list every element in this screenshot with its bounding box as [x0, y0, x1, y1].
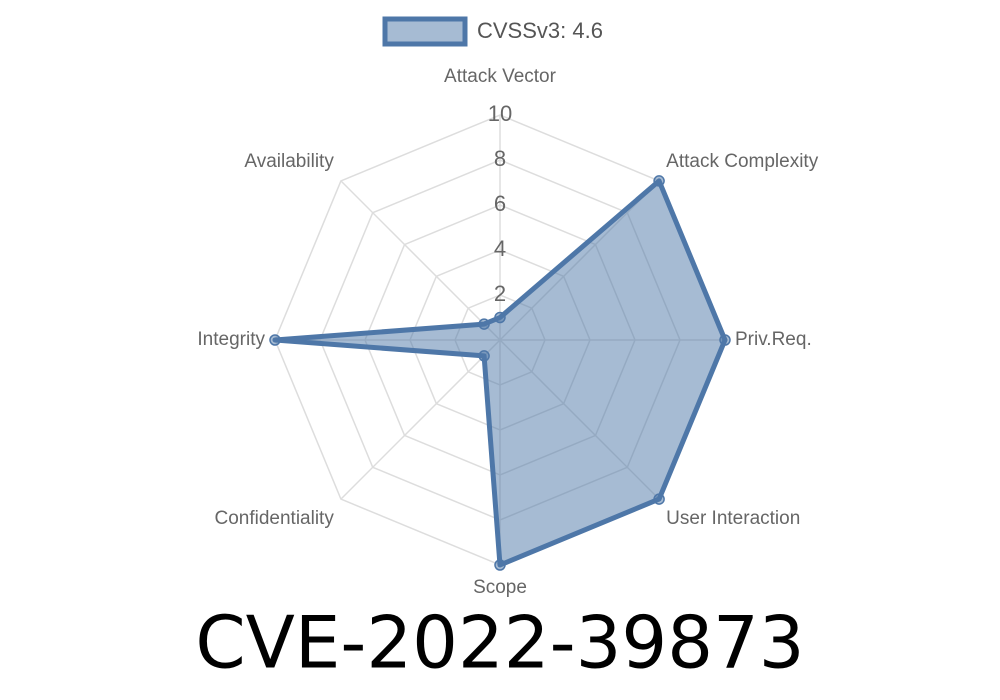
data-point — [494, 559, 506, 571]
grid-spoke — [340, 339, 501, 500]
tick-label: 2 — [494, 281, 506, 306]
chart-title: CVE-2022-39873 — [195, 601, 804, 685]
axis-label: Attack Complexity — [666, 151, 819, 172]
data-point — [478, 318, 490, 330]
tick-label: 10 — [488, 101, 512, 126]
axis-label: Attack Vector — [444, 66, 557, 87]
axis-label: Availability — [244, 151, 334, 172]
axis-label: Scope — [473, 577, 527, 598]
axis-label: Priv.Req. — [735, 329, 812, 350]
tick-label: 8 — [494, 146, 506, 171]
grid-spoke — [340, 180, 501, 341]
data-point — [653, 493, 665, 505]
axis-label: User Interaction — [666, 508, 800, 529]
axis-label: Confidentiality — [214, 508, 334, 529]
data-point — [478, 350, 490, 362]
data-point — [653, 175, 665, 187]
data-point — [494, 311, 506, 324]
data-point — [269, 334, 281, 346]
legend-swatch — [382, 16, 468, 47]
legend-label: CVSSv3: 4.6 — [477, 18, 603, 43]
tick-label: 6 — [494, 191, 506, 216]
axis-label: Integrity — [197, 329, 265, 350]
tick-label: 4 — [494, 236, 506, 261]
data-point — [719, 334, 731, 346]
